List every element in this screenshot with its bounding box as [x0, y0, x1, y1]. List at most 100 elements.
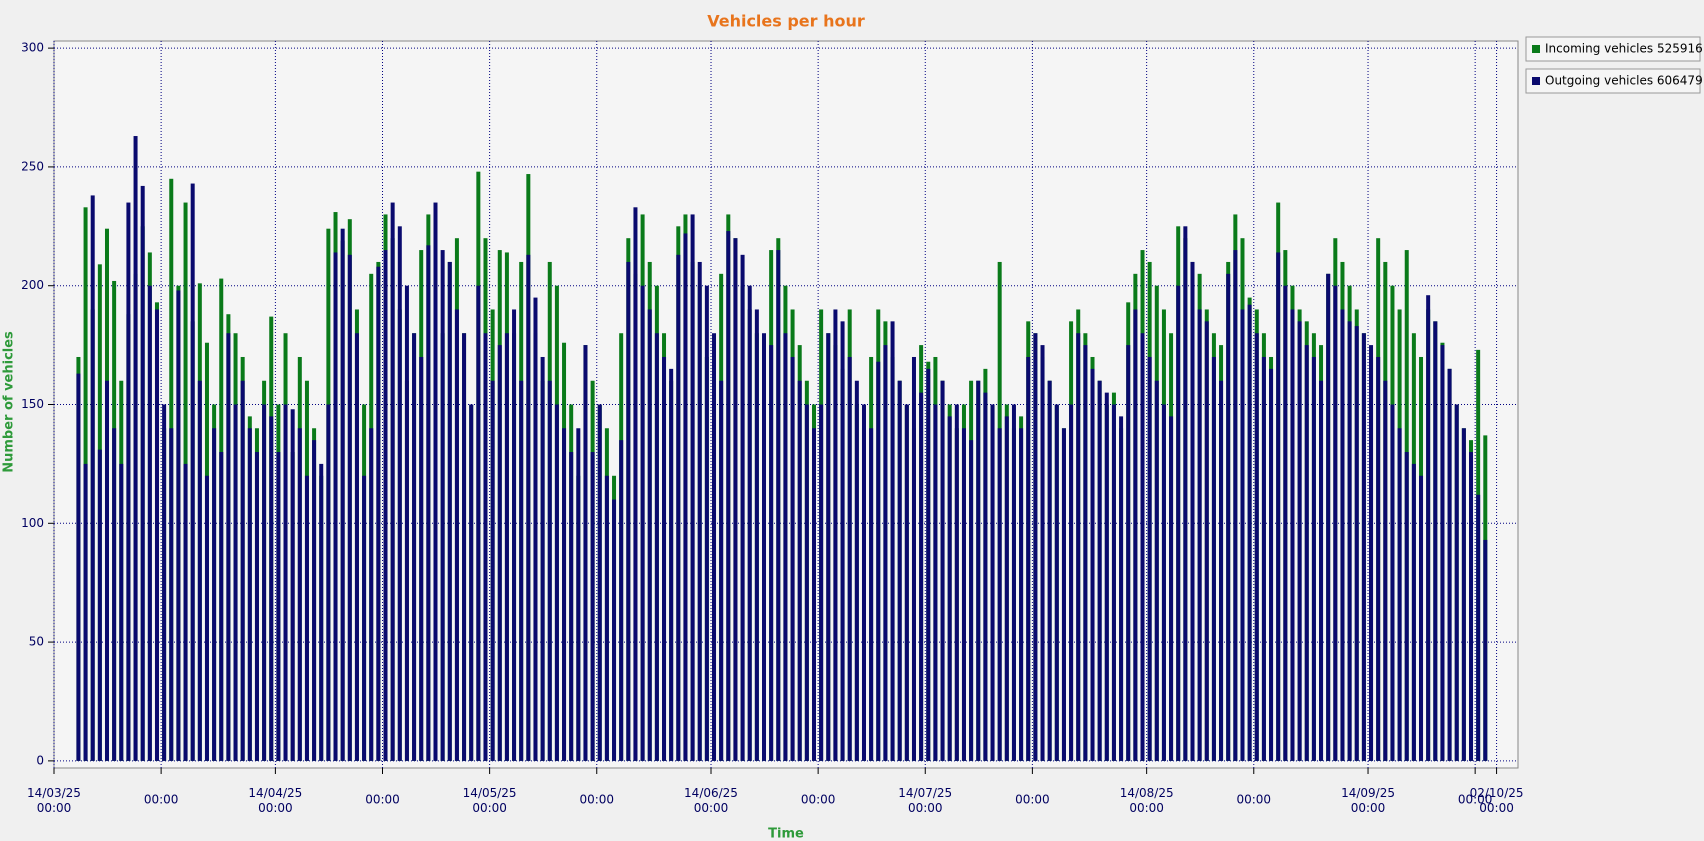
- bar: [1004, 416, 1009, 761]
- bar: [1433, 321, 1438, 761]
- legend-box: [1525, 36, 1701, 62]
- bar: [1204, 321, 1209, 761]
- bar: [1269, 368, 1274, 761]
- bar: [662, 356, 667, 761]
- bar: [497, 345, 502, 761]
- legend: Incoming vehicles 525916 Outgoing vehicle…: [1525, 36, 1703, 94]
- bar: [1376, 356, 1381, 761]
- legend-label: Incoming vehicles 525916: [1545, 42, 1703, 56]
- bar: [147, 285, 152, 761]
- legend-box: [1525, 68, 1701, 94]
- bar: [526, 254, 531, 761]
- bar: [1426, 295, 1431, 761]
- bar: [976, 380, 981, 761]
- x-tick-label: 14/09/25 00:00: [1341, 786, 1395, 815]
- bar: [1211, 356, 1216, 761]
- bar: [619, 440, 624, 761]
- bar: [1469, 452, 1474, 761]
- bar: [790, 356, 795, 761]
- bar: [462, 333, 467, 761]
- bar: [297, 428, 302, 761]
- x-tick-label: 00:00: [1458, 793, 1493, 807]
- bar: [640, 285, 645, 761]
- bar: [861, 404, 866, 761]
- bar: [397, 226, 402, 761]
- bar: [590, 452, 595, 761]
- bar: [1154, 380, 1159, 761]
- bar: [140, 185, 145, 761]
- bar: [333, 252, 338, 761]
- bar: [776, 250, 781, 761]
- bar: [597, 404, 602, 761]
- bar: [90, 195, 95, 761]
- bar: [240, 380, 245, 761]
- bar: [704, 285, 709, 761]
- bar: [376, 266, 381, 761]
- bar: [1347, 321, 1352, 761]
- bar: [969, 440, 974, 761]
- x-tick-label: 14/08/25 00:00: [1120, 786, 1174, 815]
- bar: [347, 254, 352, 761]
- x-tick-label: 00:00: [1236, 793, 1271, 807]
- bar: [512, 309, 517, 761]
- bar: [1326, 273, 1331, 761]
- bar: [762, 333, 767, 761]
- bar: [626, 261, 631, 761]
- x-tick-label: 14/07/25 00:00: [898, 786, 952, 815]
- bar: [819, 404, 824, 761]
- bar: [1319, 380, 1324, 761]
- bar: [1247, 304, 1252, 761]
- bar: [1097, 380, 1102, 761]
- bar: [1369, 345, 1374, 761]
- bar: [690, 214, 695, 761]
- bar: [119, 463, 124, 761]
- x-axis-title: Time: [768, 827, 804, 841]
- bar: [312, 440, 317, 761]
- bar: [154, 309, 159, 761]
- bar: [1111, 404, 1116, 761]
- bar: [797, 380, 802, 761]
- bar: [647, 309, 652, 761]
- bar: [919, 392, 924, 761]
- bar: [197, 380, 202, 761]
- bar: [683, 233, 688, 761]
- bar: [840, 321, 845, 761]
- bar: [876, 361, 881, 761]
- bar: [540, 356, 545, 761]
- bar: [476, 285, 481, 761]
- bar: [233, 404, 238, 761]
- bar: [947, 416, 952, 761]
- bar: [304, 475, 309, 761]
- bar: [1033, 333, 1038, 761]
- bar: [447, 261, 452, 761]
- bar: [1061, 428, 1066, 761]
- bar: [369, 428, 374, 761]
- bar: [354, 333, 359, 761]
- legend-swatch: [1532, 45, 1540, 53]
- bar: [1297, 321, 1302, 761]
- bar: [740, 254, 745, 761]
- bar: [1090, 368, 1095, 761]
- bar: [961, 428, 966, 761]
- bar: [1026, 356, 1031, 761]
- x-tick-label: 14/05/25 00:00: [463, 786, 517, 815]
- x-tick-label: 00:00: [365, 793, 400, 807]
- bar: [247, 428, 252, 761]
- y-tick-label: 0: [36, 753, 44, 767]
- x-tick-label: 14/06/25 00:00: [684, 786, 738, 815]
- bar: [1340, 309, 1345, 761]
- bar: [1440, 345, 1445, 761]
- bar: [1019, 428, 1024, 761]
- x-tick-label: 02/10/25 00:00: [1470, 786, 1524, 815]
- bar: [1483, 539, 1488, 761]
- bar: [183, 463, 188, 761]
- bar: [854, 380, 859, 761]
- y-tick-label: 50: [29, 635, 44, 649]
- bar: [804, 404, 809, 761]
- y-tick-label: 100: [21, 516, 44, 530]
- bar: [1261, 356, 1266, 761]
- bar: [1254, 333, 1259, 761]
- bar: [1226, 273, 1231, 761]
- bar: [104, 380, 109, 761]
